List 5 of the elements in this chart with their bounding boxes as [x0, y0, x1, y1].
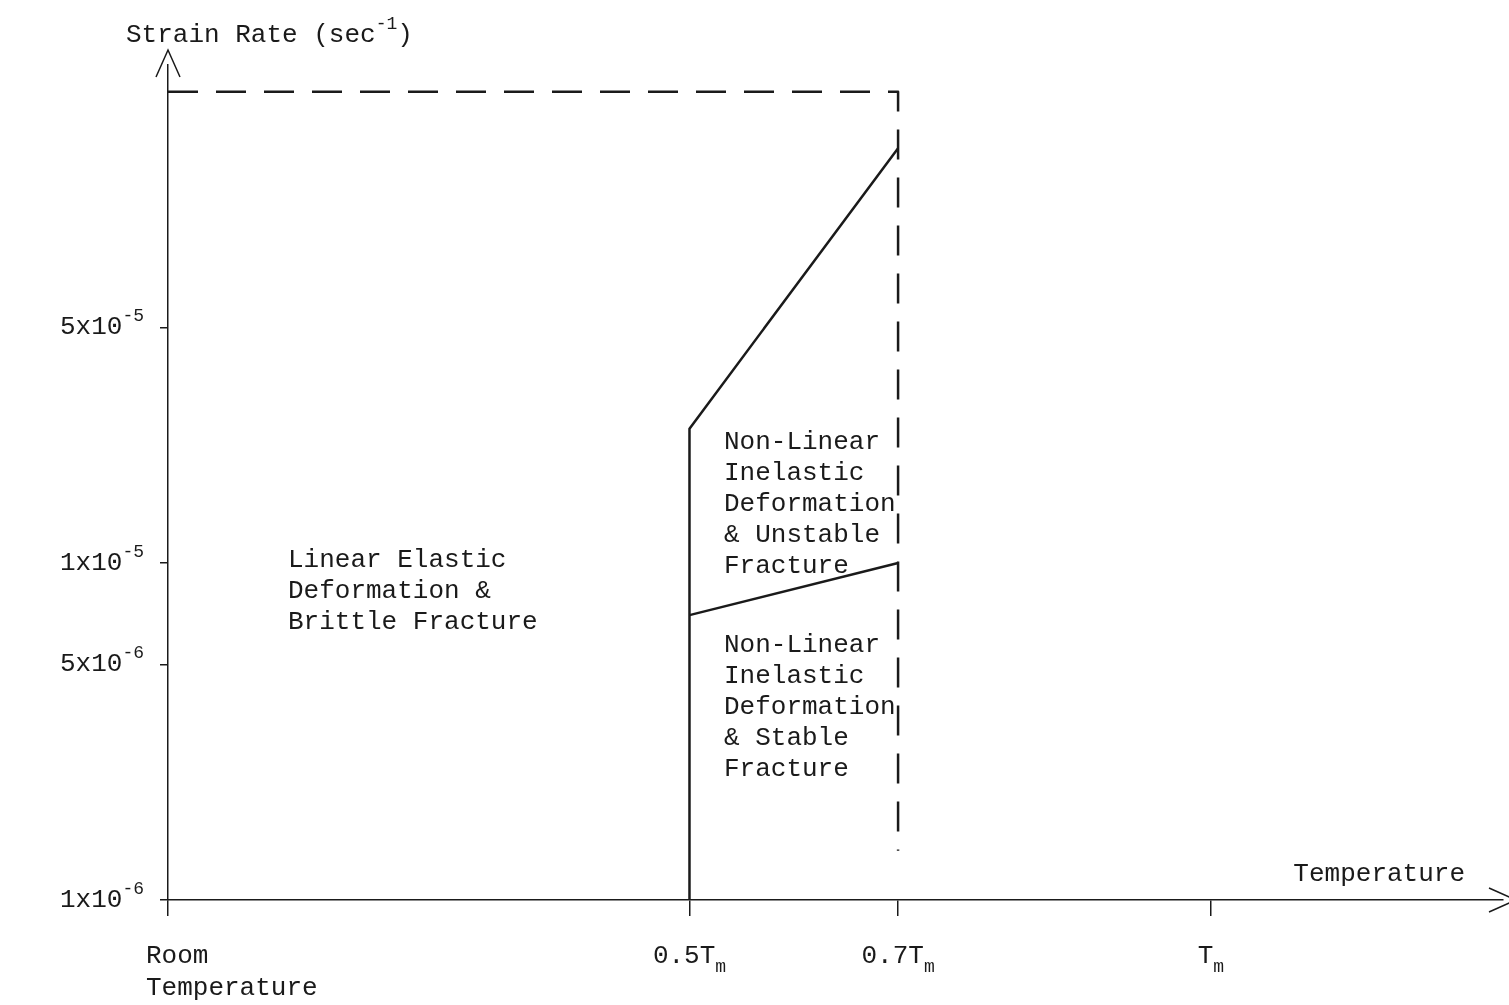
x-axis-title: Temperature [1293, 858, 1466, 889]
annotation: Non-Linear Inelastic Deformation & Unstable Fracture [724, 426, 896, 581]
annotation: Linear Elastic Deformation & Brittle Fracture [288, 544, 538, 637]
annotation: Non-Linear Inelastic Deformation & Stable Fracture [724, 629, 896, 784]
x-tick-label: Room Temperature [146, 940, 318, 1003]
